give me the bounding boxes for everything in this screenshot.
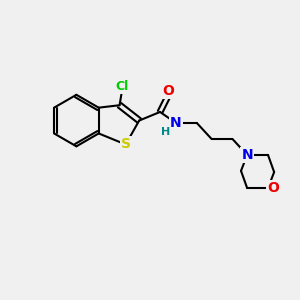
Text: N: N [241,148,253,162]
Text: N: N [170,116,182,130]
Text: O: O [267,181,279,195]
Text: S: S [121,137,131,152]
Text: H: H [161,127,170,136]
Text: O: O [163,84,175,98]
Text: Cl: Cl [116,80,129,93]
